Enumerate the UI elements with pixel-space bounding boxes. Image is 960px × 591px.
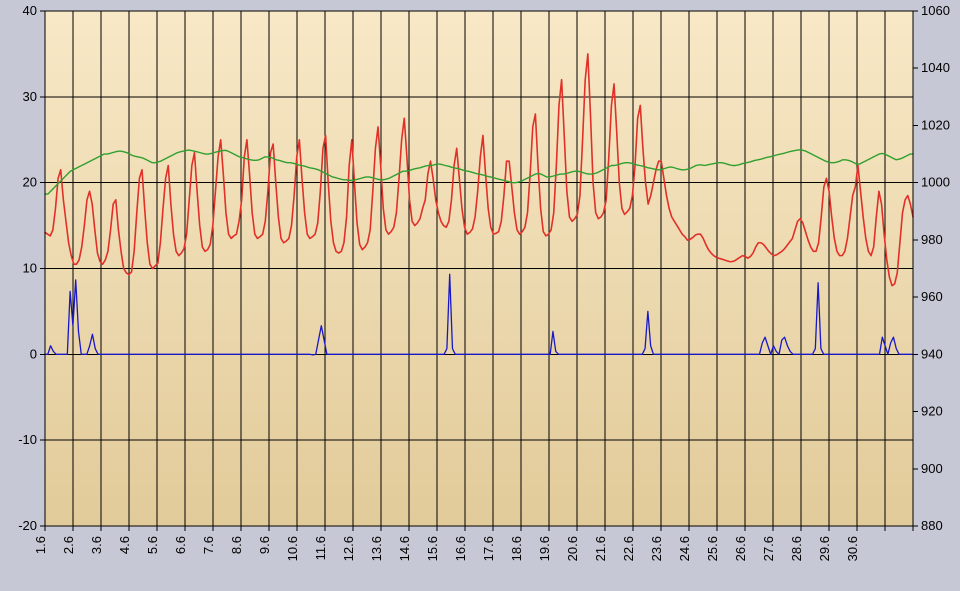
y-left-tick-label: -10 (18, 432, 37, 447)
x-axis-label: 3.6 (89, 536, 104, 554)
x-axis-label: 4.6 (117, 536, 132, 554)
x-axis-label: 28.6 (789, 536, 804, 561)
x-axis-label: 14.6 (397, 536, 412, 561)
x-axis-label: 22.6 (621, 536, 636, 561)
y-left-tick-label: 30 (23, 89, 37, 104)
x-axis-label: 26.6 (733, 536, 748, 561)
x-axis-label: 29.6 (817, 536, 832, 561)
x-axis-label: 16.6 (453, 536, 468, 561)
chart-container: -20-100102030408809009209409609801000102… (0, 0, 960, 591)
x-axis-label: 30.6 (845, 536, 860, 561)
x-axis-label: 11.6 (313, 536, 328, 560)
x-axis-label: 13.6 (369, 536, 384, 561)
x-axis-label: 25.6 (705, 536, 720, 561)
y-right-tick-label: 980 (921, 232, 943, 247)
y-left-tick-label: 20 (23, 175, 37, 190)
y-right-tick-label: 940 (921, 346, 943, 361)
x-axis-label: 9.6 (257, 536, 272, 554)
x-axis-label: 20.6 (565, 536, 580, 561)
x-axis-label: 1.6 (33, 536, 48, 554)
y-right-tick-label: 920 (921, 404, 943, 419)
x-axis-label: 12.6 (341, 536, 356, 561)
x-axis-label: 21.6 (593, 536, 608, 561)
x-axis-label: 19.6 (537, 536, 552, 561)
y-right-tick-label: 1000 (921, 175, 950, 190)
y-left-tick-label: 0 (30, 346, 37, 361)
y-right-tick-label: 1020 (921, 117, 950, 132)
y-right-tick-label: 900 (921, 461, 943, 476)
y-left-tick-label: 10 (23, 261, 37, 276)
chart-svg: -20-100102030408809009209409609801000102… (0, 0, 960, 591)
x-axis-label: 23.6 (649, 536, 664, 561)
x-axis-label: 10.6 (285, 536, 300, 561)
x-axis-label: 17.6 (481, 536, 496, 561)
x-axis-label: 5.6 (145, 536, 160, 554)
x-axis-label: 15.6 (425, 536, 440, 561)
y-right-tick-label: 880 (921, 518, 943, 533)
x-axis-label: 8.6 (229, 536, 244, 554)
x-axis-label: 7.6 (201, 536, 216, 554)
x-axis-label: 2.6 (61, 536, 76, 554)
y-left-tick-label: -20 (18, 518, 37, 533)
x-axis-label: 6.6 (173, 536, 188, 554)
y-left-tick-label: 40 (23, 3, 37, 18)
y-right-tick-label: 960 (921, 289, 943, 304)
y-right-tick-label: 1060 (921, 3, 950, 18)
x-axis-label: 18.6 (509, 536, 524, 561)
y-right-tick-label: 1040 (921, 60, 950, 75)
x-axis-label: 24.6 (677, 536, 692, 561)
x-axis-label: 27.6 (761, 536, 776, 561)
